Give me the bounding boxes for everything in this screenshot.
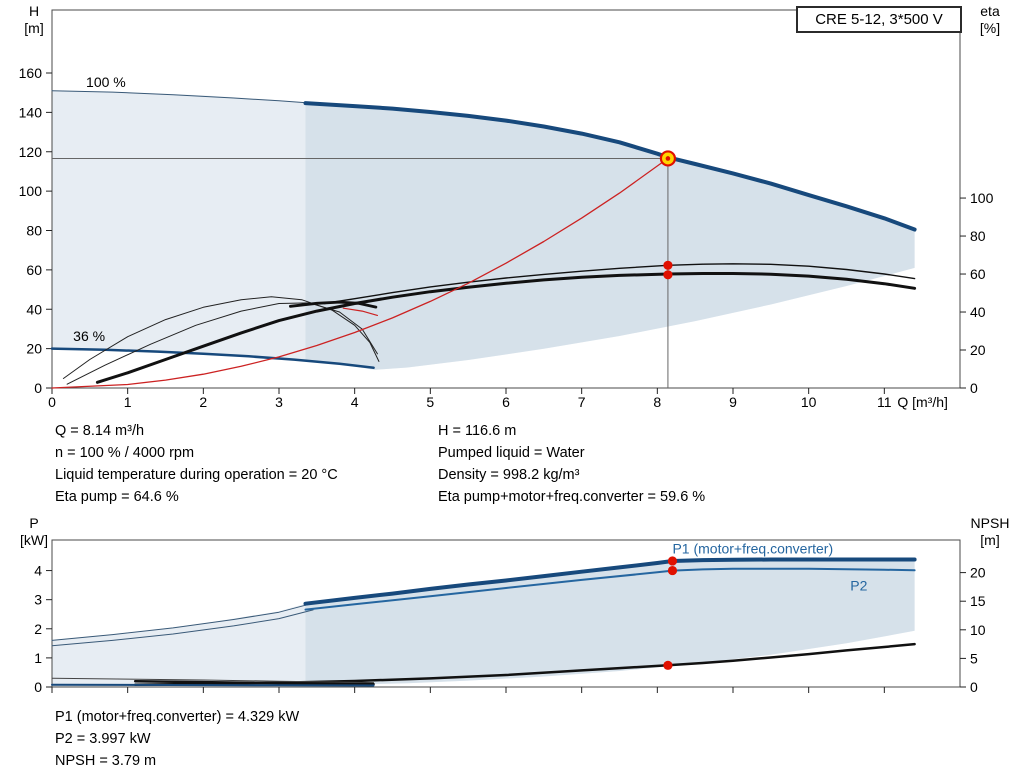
y-axis-tick-label: 1 <box>34 650 42 666</box>
duty-annotations-left: Q = 8.14 m³/h n = 100 % / 4000 rpm Liqui… <box>55 420 338 508</box>
p1-curve-label: P1 (motor+freq.converter) <box>672 541 833 557</box>
power-npsh-chart[interactable]: 0 1 2 3 4 0 5 10 15 20 P[kW] NPSH[m] P1 (motor+freq.… <box>0 512 1024 702</box>
operating-envelope-inner <box>305 103 915 370</box>
y-axis-tick-label: 120 <box>19 144 43 160</box>
y-axis-tick-label: 0 <box>34 380 42 396</box>
power-min-curve <box>51 683 375 687</box>
npsh-min-thin <box>51 677 375 684</box>
p2-curve-thin <box>51 609 314 647</box>
speed-label-100: 100 % <box>86 74 126 90</box>
eta-total-dot <box>663 270 673 280</box>
pump-curve-100 <box>303 101 917 232</box>
eta-arc-1 <box>62 296 380 379</box>
annotation-line: P2 = 3.997 kW <box>55 731 151 747</box>
y-axis-title: P <box>29 515 38 531</box>
x-axis-tick-label: 6 <box>502 394 510 410</box>
pump-curve-100-thin <box>51 90 314 104</box>
pump-model-title: CRE 5-12, 3*500 V <box>815 11 943 28</box>
p2-curve-label: P2 <box>850 577 867 593</box>
y-axis-title: H <box>29 3 39 19</box>
x-axis-tick-label: 2 <box>199 394 207 410</box>
red-duty-segment <box>342 307 378 316</box>
annotation-line: Eta pump = 64.6 % <box>55 489 179 505</box>
p1-curve <box>303 557 917 606</box>
x-axis-tick-label: 8 <box>653 394 661 410</box>
y2-axis-title: [m] <box>980 532 999 548</box>
x-axis-title: Q [m³/h] <box>897 394 948 410</box>
x-axis-tick-label: 5 <box>426 394 434 410</box>
eta-total-curve <box>95 272 917 384</box>
y-axis-title: [kW] <box>20 532 48 548</box>
x-axis-tick-label: 4 <box>351 394 359 410</box>
y2-axis-tick-label: 20 <box>970 342 986 358</box>
y2-axis-tick-label: 0 <box>970 679 978 695</box>
y2-axis-tick-label: 20 <box>970 565 986 581</box>
x-axis-tick-label: 10 <box>801 394 817 410</box>
chart-title-box: CRE 5-12, 3*500 V <box>796 6 962 33</box>
eta-pump-curve <box>323 263 916 305</box>
y-axis-tick-label: 0 <box>34 679 42 695</box>
y-axis-tick-label: 60 <box>26 262 42 278</box>
y-axis-title: [m] <box>24 20 43 36</box>
x-axis-tick-label: 11 <box>877 394 892 410</box>
y2-axis-tick-label: 15 <box>970 593 986 609</box>
y2-axis-title: [%] <box>980 20 1000 36</box>
annotation-line: Pumped liquid = Water <box>438 445 585 461</box>
p2-curve <box>304 567 916 611</box>
p1-duty-dot <box>667 556 678 566</box>
y2-axis-tick-label: 100 <box>970 190 994 206</box>
y2-axis-tick-label: 10 <box>970 622 986 638</box>
y2-axis-title: eta <box>980 3 1000 19</box>
y-axis-tick-label: 4 <box>34 563 42 579</box>
speed-label-36: 36 % <box>73 328 105 344</box>
x-axis-tick-label: 9 <box>729 394 737 410</box>
eta-duty-segment <box>288 300 378 309</box>
y-axis-tick-label: 80 <box>26 223 42 239</box>
annotation-line: n = 100 % / 4000 rpm <box>55 445 195 461</box>
y-axis-tick-label: 20 <box>26 341 42 357</box>
y-axis-tick-label: 100 <box>19 183 43 199</box>
duty-point-center <box>665 156 671 161</box>
y2-axis-tick-label: 5 <box>970 650 978 666</box>
y2-axis-tick-label: 60 <box>970 266 986 282</box>
p1-curve-thin <box>51 602 314 641</box>
p2-duty-dot <box>667 565 678 576</box>
pump-curve-min <box>50 347 375 369</box>
annotation-line: H = 116.6 m <box>438 423 517 439</box>
y-axis-tick-label: 160 <box>19 65 43 81</box>
annotation-line: Q = 8.14 m³/h <box>55 423 145 439</box>
x-axis-tick-label: 3 <box>275 394 283 410</box>
qh-eta-chart[interactable]: 0 20 40 60 80 100 120 140 160 0 20 40 60 80 100 0 1 2 3 4 5 6… <box>0 0 1024 415</box>
x-axis-tick-label: 7 <box>578 394 586 410</box>
power-envelope <box>52 559 915 687</box>
npsh-min-segment <box>133 679 375 686</box>
power-envelope-inner <box>305 559 915 685</box>
y-axis-tick-label: 3 <box>34 592 42 608</box>
x-axis-tick-label: 1 <box>124 394 132 410</box>
duty-annotations-right: H = 116.6 m Pumped liquid = Water Densit… <box>438 420 705 508</box>
y-axis-tick-label: 2 <box>34 621 42 637</box>
annotation-line: NPSH = 3.79 m <box>55 753 157 769</box>
annotation-line: P1 (motor+freq.converter) = 4.329 kW <box>55 709 300 725</box>
annotation-line: Density = 998.2 kg/m³ <box>438 467 580 483</box>
y2-axis-tick-label: 0 <box>970 380 978 396</box>
y2-axis-title: NPSH <box>971 515 1010 531</box>
y2-axis-tick-label: 40 <box>970 304 986 320</box>
annotation-line: Eta pump+motor+freq.converter = 59.6 % <box>438 489 706 505</box>
y-axis-tick-label: 40 <box>26 301 42 317</box>
y-axis-tick-label: 140 <box>19 104 43 120</box>
npsh-duty-dot <box>663 660 673 670</box>
power-annotations: P1 (motor+freq.converter) = 4.329 kW P2 … <box>55 706 299 772</box>
y2-axis-tick-label: 80 <box>970 228 986 244</box>
annotation-line: Liquid temperature during operation = 20… <box>55 467 338 483</box>
operating-envelope <box>52 90 915 370</box>
eta-arc-2 <box>66 302 378 385</box>
control-curve <box>51 157 669 389</box>
x-axis-tick-label: 0 <box>48 394 56 410</box>
eta-pump-dot <box>663 260 673 270</box>
